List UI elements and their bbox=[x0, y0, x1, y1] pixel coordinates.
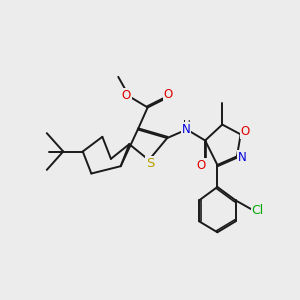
Text: N: N bbox=[182, 123, 191, 136]
Text: O: O bbox=[197, 159, 206, 172]
Text: H: H bbox=[183, 120, 191, 130]
Text: N: N bbox=[238, 151, 246, 164]
Text: O: O bbox=[164, 88, 173, 101]
Text: O: O bbox=[240, 125, 250, 138]
Text: S: S bbox=[146, 157, 154, 169]
Text: O: O bbox=[122, 89, 131, 102]
Text: Cl: Cl bbox=[252, 205, 264, 218]
